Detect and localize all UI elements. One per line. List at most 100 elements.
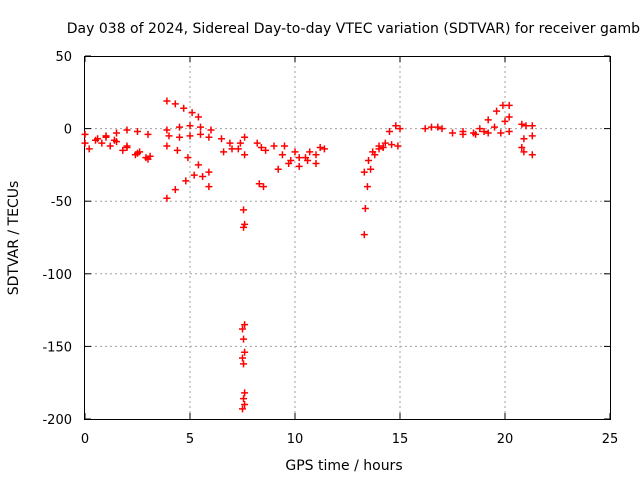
data-point bbox=[241, 321, 249, 329]
data-point bbox=[163, 97, 171, 105]
data-point bbox=[499, 101, 507, 109]
data-point bbox=[459, 130, 467, 138]
x-tick-label: 10 bbox=[287, 432, 304, 447]
data-point bbox=[505, 101, 513, 109]
data-point bbox=[274, 165, 282, 173]
y-tick-label: 50 bbox=[55, 50, 72, 65]
series-arc-16 bbox=[274, 143, 324, 173]
data-point bbox=[295, 154, 303, 162]
data-point bbox=[106, 142, 114, 150]
data-point bbox=[361, 204, 369, 212]
series-arc-07 bbox=[165, 130, 213, 141]
data-point bbox=[240, 360, 248, 368]
data-point bbox=[484, 129, 492, 137]
data-point bbox=[295, 162, 303, 170]
data-point bbox=[316, 143, 324, 151]
series-arc-05 bbox=[163, 97, 202, 121]
data-point bbox=[522, 122, 530, 130]
data-points bbox=[81, 97, 536, 413]
x-tick-label: 5 bbox=[186, 432, 194, 447]
data-point bbox=[241, 400, 249, 408]
data-point bbox=[81, 130, 89, 138]
data-point bbox=[190, 171, 198, 179]
series-arc-17 bbox=[281, 142, 320, 167]
data-point bbox=[394, 142, 402, 150]
data-point bbox=[306, 148, 314, 156]
data-point bbox=[257, 143, 265, 151]
data-point bbox=[81, 139, 89, 147]
data-point bbox=[497, 129, 505, 137]
data-point bbox=[134, 128, 141, 136]
data-point bbox=[113, 138, 120, 146]
data-point bbox=[134, 149, 141, 157]
data-point bbox=[98, 139, 106, 147]
y-tick-label: -200 bbox=[42, 413, 72, 428]
data-point bbox=[528, 122, 536, 130]
data-point bbox=[438, 125, 446, 133]
data-point bbox=[197, 123, 204, 131]
data-point bbox=[165, 132, 173, 140]
data-point bbox=[501, 117, 509, 125]
data-point bbox=[163, 142, 171, 150]
data-point bbox=[240, 395, 248, 403]
data-point bbox=[186, 132, 194, 140]
grid bbox=[85, 56, 610, 419]
data-point bbox=[320, 145, 328, 153]
data-point bbox=[176, 123, 183, 131]
data-point bbox=[255, 180, 263, 188]
plot-area-border bbox=[84, 56, 611, 420]
data-point bbox=[360, 231, 368, 239]
data-point bbox=[365, 157, 372, 165]
data-point bbox=[262, 146, 270, 154]
series-arc-19 bbox=[360, 139, 402, 176]
data-point bbox=[240, 335, 248, 343]
data-point bbox=[188, 109, 196, 117]
series-arc-23 bbox=[476, 101, 513, 133]
data-point bbox=[119, 146, 127, 154]
data-point bbox=[226, 139, 234, 147]
data-point bbox=[434, 123, 442, 131]
data-point bbox=[240, 223, 248, 231]
data-point bbox=[396, 125, 404, 133]
series-arc-12 bbox=[239, 206, 249, 413]
x-tick-label: 15 bbox=[392, 432, 409, 447]
data-point bbox=[505, 128, 513, 136]
data-point bbox=[312, 151, 320, 159]
data-point bbox=[182, 177, 190, 185]
series-arc-02 bbox=[81, 130, 150, 162]
data-point bbox=[480, 128, 488, 136]
data-point bbox=[253, 139, 261, 147]
data-point bbox=[94, 135, 102, 143]
series-arc-06 bbox=[163, 122, 215, 134]
data-point bbox=[239, 325, 246, 333]
data-point bbox=[528, 151, 536, 159]
data-point bbox=[392, 122, 400, 130]
data-point bbox=[163, 126, 171, 134]
data-point bbox=[220, 148, 228, 156]
data-point bbox=[375, 142, 383, 150]
data-point bbox=[228, 145, 236, 153]
y-tick-label: -150 bbox=[42, 340, 72, 355]
data-point bbox=[285, 159, 293, 167]
y-tick-label: -100 bbox=[42, 268, 72, 283]
data-point bbox=[518, 143, 526, 151]
x-axis-label: GPS time / hours bbox=[285, 458, 402, 474]
data-point bbox=[218, 135, 225, 143]
series-arc-13 bbox=[255, 180, 267, 191]
data-point bbox=[171, 100, 179, 108]
data-point bbox=[234, 145, 242, 153]
data-point bbox=[102, 132, 110, 140]
y-tick-label: -50 bbox=[51, 195, 72, 210]
data-point bbox=[144, 130, 152, 138]
data-point bbox=[207, 126, 215, 134]
data-point bbox=[163, 194, 171, 202]
data-point bbox=[240, 206, 248, 214]
data-point bbox=[194, 161, 202, 169]
data-point bbox=[176, 133, 183, 141]
data-point bbox=[421, 125, 429, 133]
data-point bbox=[171, 186, 179, 194]
data-point bbox=[260, 183, 267, 191]
data-point bbox=[520, 148, 528, 156]
